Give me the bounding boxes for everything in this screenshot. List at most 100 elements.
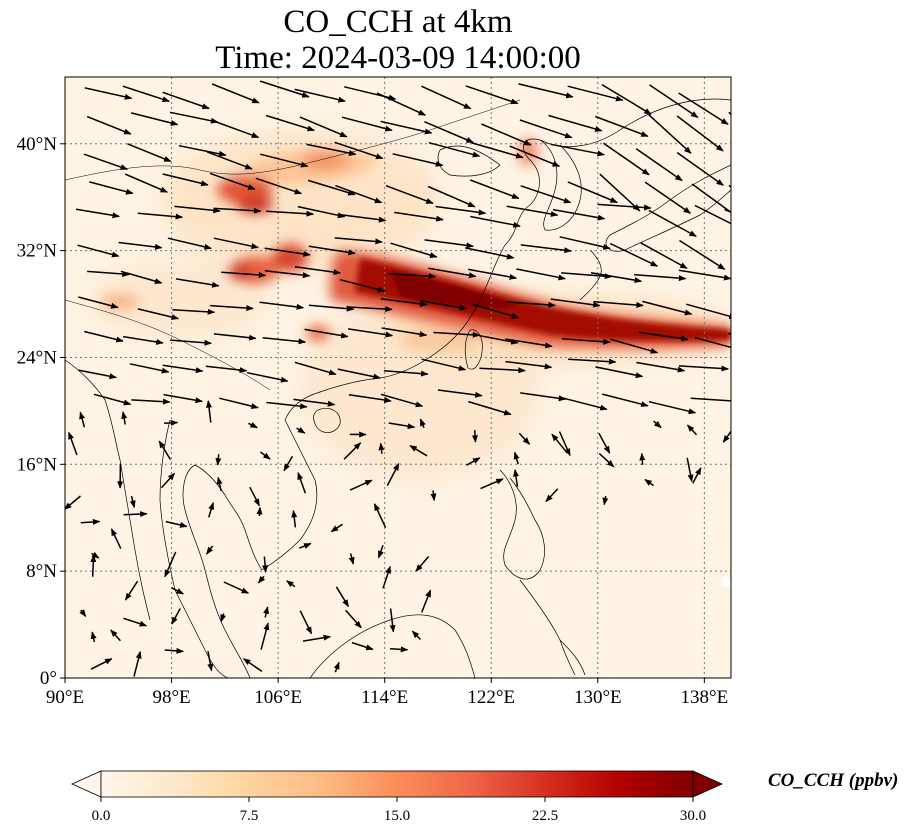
wind-arrow [512,469,519,487]
wind-arrow [259,451,271,460]
wind-arrow [351,641,374,651]
wind-arrow [214,207,262,214]
wind-arrow [598,453,615,468]
wind-arrow [123,511,148,518]
wind-arrow [595,115,649,138]
wind-arrow [90,631,97,643]
colorbar: 0.0 7.5 15.0 22.5 30.0 [71,770,723,824]
wind-arrow [468,268,518,280]
wind-arrow [653,420,662,429]
wind-arrow [219,397,259,410]
wind-arrow [137,308,180,320]
wind-arrow [520,244,572,254]
wind-arrow [75,208,120,219]
wind-arrow [430,490,437,502]
wind-arrow [211,83,260,104]
wind-arrow [266,401,308,410]
lat-tick-label: 24°N [17,347,58,368]
wind-arrow [648,400,697,415]
wind-arrow [335,586,350,608]
lon-tick-label: 122°E [467,687,515,708]
wind-arrow [306,679,313,685]
wind-arrow [731,369,780,380]
wind-arrow [80,518,101,525]
lon-tick-label: 138°E [681,687,729,708]
wind-arrow [561,337,611,345]
wind-arrow [178,144,227,157]
wind-arrow [380,297,428,307]
wind-arrow [513,451,520,465]
wind-arrow [394,211,444,222]
wind-arrow [424,121,474,144]
map-gridlines [65,77,731,678]
wind-arrow [334,237,383,245]
wind-arrow [435,205,487,216]
wind-arrow [205,545,214,555]
wind-arrow [465,247,515,260]
wind-arrow [110,528,122,549]
wind-arrow [348,394,392,403]
wind-arrow [548,114,603,132]
wind-arrow [65,495,81,510]
wind-arrow [90,658,113,670]
wind-arrow [349,479,373,491]
wind-arrow [567,181,618,204]
wind-arrow [505,360,553,370]
wind-arrow [468,400,512,416]
wind-arrow [509,145,561,167]
wind-arrow [373,503,387,529]
wind-arrow [561,397,608,411]
wind-arrow [215,454,222,466]
wind-arrow [90,554,97,577]
wind-arrow [337,213,387,223]
wind-arrow [686,424,698,436]
wind-arrow [348,553,355,565]
wind-arrow [694,336,731,349]
wind-arrow [481,123,532,146]
wind-arrow [171,587,184,595]
wind-arrow [162,364,204,374]
wind-arrow [163,419,179,426]
wind-arrow [648,114,692,154]
wind-arrow [649,84,699,119]
colorbar-tick-label: 22.5 [532,808,558,824]
wind-arrow [89,181,134,195]
wind-arrow [381,327,428,338]
wind-arrow [558,431,571,457]
wind-arrow [640,242,688,270]
wind-arrow [685,303,731,320]
wind-arrow [419,418,426,429]
wind-arrow [437,389,483,398]
wind-arrow [389,608,396,633]
wind-arrow [472,430,478,443]
wind-arrow [78,369,117,380]
colorbar-tick-label: 30.0 [680,808,706,824]
wind-arrow [519,119,573,139]
wind-arrow [299,610,313,635]
wind-arrow [644,181,692,214]
wind-arrow [598,432,611,454]
wind-arrow [330,523,343,533]
wind-arrow [411,630,422,641]
lon-tick-label: 106°E [254,687,302,708]
wind-arrow [678,92,729,125]
wind-arrow [722,430,731,443]
wind-arrow [561,272,613,280]
wind-arrow [386,462,400,486]
wind-arrow [601,83,652,115]
wind-arrow [390,242,438,258]
wind-arrow [427,185,476,208]
wind-arrow [264,270,311,279]
wind-arrow [256,506,263,517]
wind-arrow [383,370,429,377]
wind-arrow [87,270,130,277]
wind-arrow [385,184,434,205]
wind-arrow [520,392,567,402]
wind-arrow [308,245,356,256]
wind-arrow [337,368,381,380]
co-concentration-field [65,77,731,678]
wind-arrow [127,143,172,163]
wind-arrow [516,268,566,281]
wind-arrow [299,116,348,138]
wind-arrow [506,301,556,308]
